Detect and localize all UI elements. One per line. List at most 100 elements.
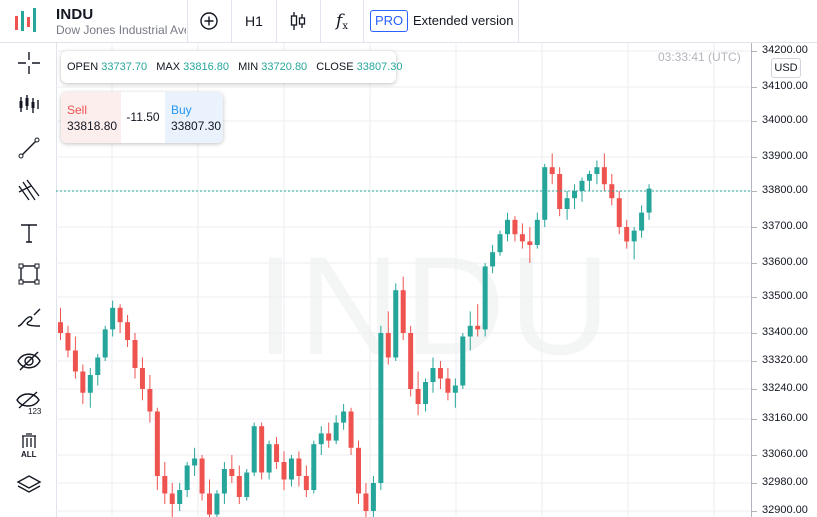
top-toolbar: INDU Dow Jones Industrial Average H1 fx … <box>0 0 817 43</box>
candle-body <box>236 476 242 497</box>
candle <box>601 153 607 191</box>
candle-body <box>616 198 622 227</box>
price-axis[interactable]: 34200.00 34100.00 34000.00 33900.00 33800.00… <box>751 43 817 517</box>
candle-body <box>281 462 287 480</box>
brush-tool[interactable] <box>14 303 44 333</box>
candle-body <box>415 389 421 404</box>
sell-button[interactable]: Sell 33818.80 <box>61 92 121 143</box>
candle <box>139 357 145 401</box>
pro-badge[interactable]: PRO <box>370 10 409 32</box>
candle-body <box>363 493 369 511</box>
candle <box>408 325 414 397</box>
fibonacci-tool[interactable] <box>14 175 44 205</box>
candle-body <box>221 469 227 494</box>
price-axis-label: 33320.00 <box>762 354 808 366</box>
candle <box>125 315 131 347</box>
candle-body <box>110 307 116 330</box>
candle-body <box>512 219 518 235</box>
toolbar-divider <box>231 0 232 42</box>
candle <box>162 462 168 504</box>
candle <box>318 426 324 455</box>
symbol-ticker[interactable]: INDU <box>56 6 94 23</box>
timeframe-button[interactable]: H1 <box>245 13 263 29</box>
candle <box>102 325 108 361</box>
price-axis-tick <box>752 263 757 264</box>
candle <box>445 368 451 401</box>
candle-body <box>423 382 429 404</box>
candle <box>326 422 332 448</box>
candle-body <box>266 444 272 473</box>
toolbar-divider <box>320 0 321 42</box>
candle <box>542 163 548 227</box>
trade-panel: Sell 33818.80 -11.50 Buy 33807.30 <box>61 92 223 143</box>
price-chart <box>56 43 751 517</box>
candle-body <box>549 167 555 174</box>
currency-badge[interactable]: USD <box>771 58 801 78</box>
price-axis-label: 32980.00 <box>762 476 808 488</box>
chart-area[interactable]: INDU <box>56 43 751 517</box>
candle-body <box>214 493 220 515</box>
extended-version-link[interactable]: Extended version <box>413 13 514 28</box>
remove-all-tool[interactable]: ALL <box>14 430 44 460</box>
hide-drawings-icon <box>17 351 41 371</box>
candle <box>639 205 645 238</box>
min-value: 33720.80 <box>261 61 308 73</box>
candle-body <box>147 389 153 412</box>
toolbar-divider <box>276 0 277 42</box>
price-axis-label: 32900.00 <box>762 504 808 516</box>
ohlc-panel: OPEN 33737.70 MAX 33816.80 MIN 33720.80 … <box>61 51 403 83</box>
rectangle-tool[interactable] <box>14 259 44 289</box>
candle <box>274 437 280 469</box>
chart-type-button[interactable] <box>277 0 319 42</box>
candle <box>527 227 533 263</box>
candle-body <box>534 219 540 245</box>
price-axis-tick <box>752 333 757 334</box>
layers-icon <box>16 475 42 493</box>
candle <box>348 407 354 455</box>
candle <box>586 170 592 191</box>
fibonacci-icon <box>18 179 40 201</box>
candle-body <box>259 426 265 473</box>
candle-body <box>139 368 145 389</box>
candle <box>646 184 652 220</box>
buy-button[interactable]: Buy 33807.30 <box>165 92 223 143</box>
candle-body <box>132 340 138 368</box>
min-label: MIN <box>238 61 259 73</box>
candle <box>512 216 518 242</box>
symbol-full-name: Dow Jones Industrial Average <box>56 23 186 37</box>
hide-drawings-tool[interactable] <box>14 345 44 375</box>
price-axis-tick <box>752 297 757 298</box>
candle <box>296 451 302 487</box>
crosshair-tool[interactable] <box>14 48 44 78</box>
layers-tool[interactable] <box>14 470 44 500</box>
candle-body <box>564 198 570 209</box>
candle-body <box>460 336 466 386</box>
candle-body <box>631 230 637 242</box>
candle-body <box>102 329 108 358</box>
candle-body <box>586 174 592 181</box>
hide-indicators-tool[interactable]: 123 <box>14 387 44 417</box>
candle-body <box>437 368 443 379</box>
trend-line-tool[interactable] <box>14 133 44 163</box>
candle <box>110 300 116 337</box>
candle <box>557 167 563 217</box>
candle-body <box>274 444 280 462</box>
price-axis-tick <box>752 361 757 362</box>
candle <box>95 354 101 386</box>
candle <box>184 462 190 497</box>
candle-body <box>296 458 302 476</box>
candle <box>169 483 175 517</box>
price-axis-label: 33060.00 <box>762 448 808 460</box>
price-axis-tick <box>752 389 757 390</box>
add-symbol-button[interactable] <box>188 0 230 42</box>
candle <box>281 451 287 490</box>
candle-body <box>303 476 309 490</box>
price-axis-tick <box>752 483 757 484</box>
candles-tool[interactable] <box>14 89 44 119</box>
text-tool[interactable] <box>14 218 44 248</box>
candle-body <box>497 234 503 253</box>
candle-body <box>311 444 317 490</box>
open-label: OPEN <box>67 61 99 73</box>
candle <box>519 223 525 249</box>
